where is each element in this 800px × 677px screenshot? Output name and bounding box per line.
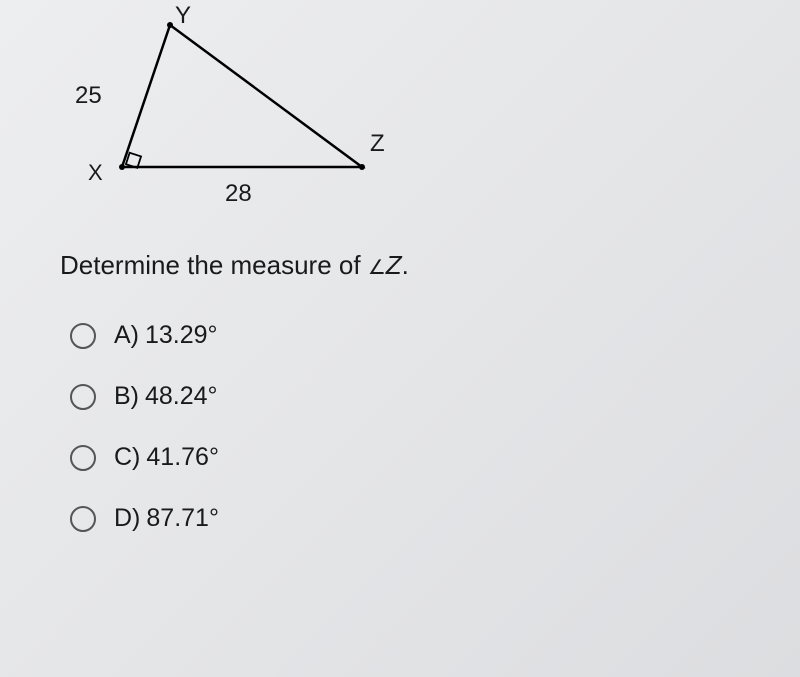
right-angle-marker (126, 153, 141, 168)
angle-symbol: ∠ (368, 257, 386, 279)
options-list: A) 13.29° B) 48.24° C) 41.76° D) 87.71° (70, 321, 760, 533)
vertex-x-dot (119, 164, 125, 170)
option-a[interactable]: A) 13.29° (70, 321, 760, 350)
option-letter-b: B) (114, 382, 139, 411)
triangle-svg (60, 20, 410, 200)
option-value-c: 41.76° (146, 443, 219, 472)
option-d[interactable]: D) 87.71° (70, 504, 760, 533)
side-label-left: 25 (75, 82, 102, 110)
side-label-bottom: 28 (225, 180, 252, 208)
vertex-label-z: Z (370, 130, 385, 158)
triangle-shape (122, 25, 362, 167)
radio-a[interactable] (70, 323, 96, 349)
radio-c[interactable] (70, 445, 96, 471)
radio-d[interactable] (70, 506, 96, 532)
vertex-label-x: X (88, 160, 103, 186)
option-c[interactable]: C) 41.76° (70, 443, 760, 472)
question-prefix: Determine the measure of (60, 250, 368, 280)
option-b[interactable]: B) 48.24° (70, 382, 760, 411)
option-value-b: 48.24° (145, 382, 218, 411)
radio-b[interactable] (70, 384, 96, 410)
question-text: Determine the measure of ∠Z. (60, 250, 760, 281)
option-letter-d: D) (114, 504, 140, 533)
option-letter-a: A) (114, 321, 139, 350)
option-letter-c: C) (114, 443, 140, 472)
question-suffix: . (402, 250, 409, 280)
vertex-y-dot (167, 22, 173, 28)
vertex-label-y: Y (175, 2, 191, 30)
vertex-z-dot (359, 164, 365, 170)
triangle-figure: Y 25 X 28 Z (60, 20, 410, 200)
angle-label: Z (386, 250, 402, 280)
option-value-d: 87.71° (146, 504, 219, 533)
option-value-a: 13.29° (145, 321, 218, 350)
